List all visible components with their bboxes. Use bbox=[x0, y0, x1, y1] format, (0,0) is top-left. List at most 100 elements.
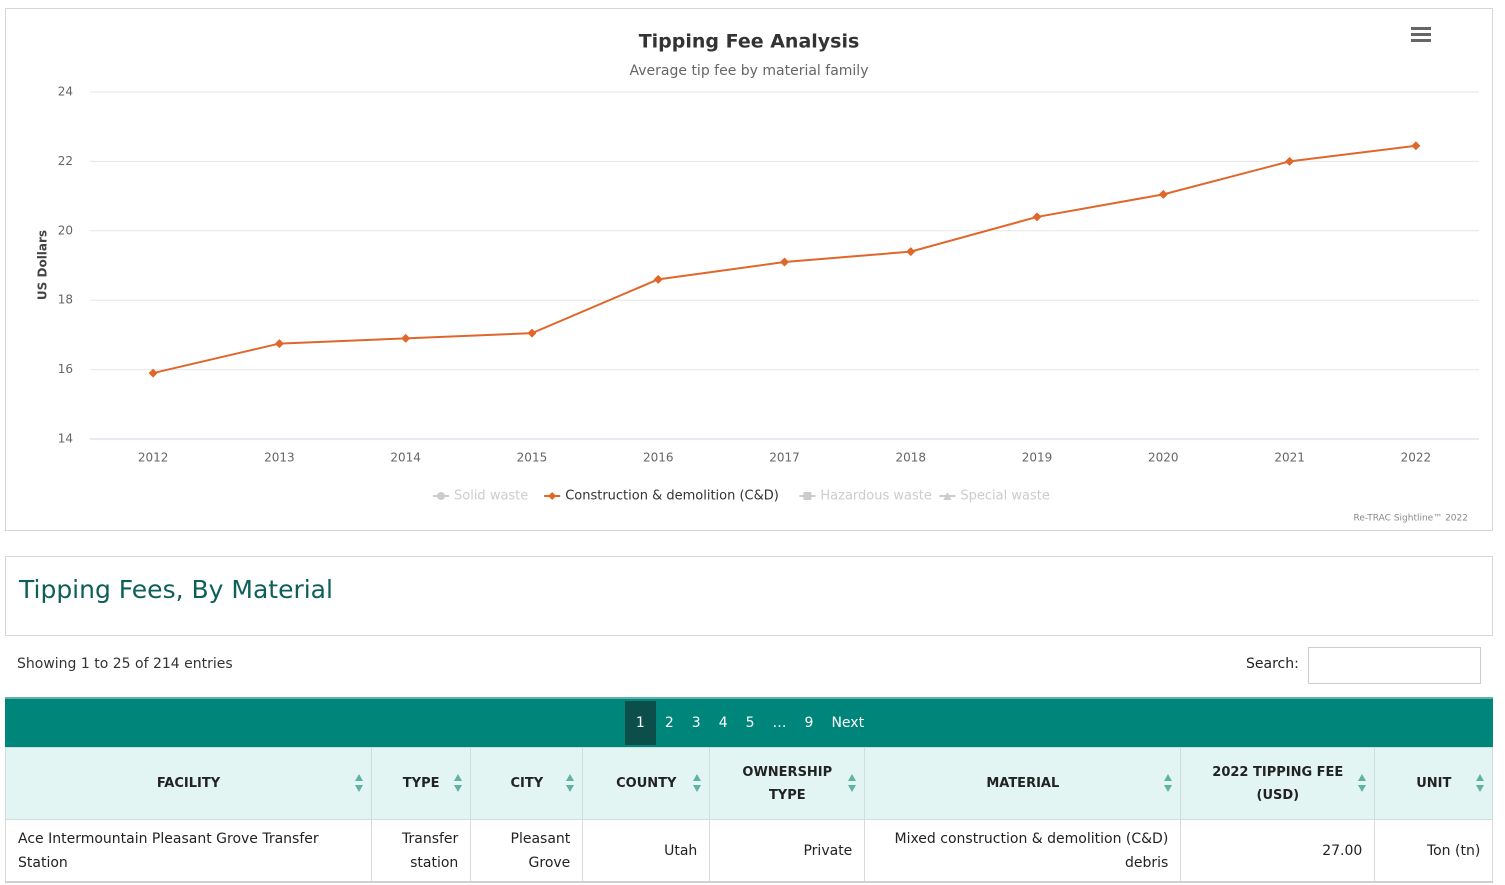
entries-info: Showing 1 to 25 of 214 entries bbox=[17, 656, 233, 672]
legend-item[interactable]: Construction & demolition (C&D) bbox=[544, 489, 779, 504]
pagination: 1 2 3 4 5 … 9 Next bbox=[5, 697, 1493, 747]
sort-down bbox=[1476, 785, 1485, 792]
header-label: OWNERSHIP TYPE bbox=[742, 764, 833, 803]
sort-arrows bbox=[1476, 774, 1485, 792]
chart-panel bbox=[5, 8, 1493, 531]
legend-marker bbox=[943, 492, 952, 500]
legend-marker bbox=[548, 492, 557, 500]
table-cell: Ton (tn) bbox=[1374, 819, 1494, 883]
column-header[interactable]: OWNERSHIP TYPE bbox=[709, 747, 866, 820]
sort-down bbox=[1358, 785, 1367, 792]
menu-bar[interactable] bbox=[1411, 27, 1431, 30]
table-body: Ace Intermountain Pleasant Grove Transfe… bbox=[5, 819, 1494, 883]
sort-arrows bbox=[454, 774, 463, 792]
sort-down bbox=[454, 785, 463, 792]
sort-up bbox=[693, 774, 702, 781]
x-tick-label: 2016 bbox=[643, 451, 674, 465]
sort-arrows bbox=[1358, 774, 1367, 792]
data-point bbox=[653, 274, 663, 284]
sort-up bbox=[566, 774, 575, 781]
table-row: Ace Intermountain Pleasant Grove Transfe… bbox=[5, 819, 1494, 883]
data-point bbox=[1158, 189, 1168, 199]
page-link: … bbox=[772, 715, 787, 731]
sort-arrows bbox=[1164, 774, 1173, 792]
legend-item[interactable]: Special waste bbox=[939, 489, 1050, 504]
data-point bbox=[401, 333, 411, 343]
y-tick-label: 18 bbox=[58, 293, 73, 307]
chart: Tipping Fee Analysis Average tip fee by … bbox=[36, 27, 1479, 524]
sort-up bbox=[454, 774, 463, 781]
search-input[interactable] bbox=[1308, 647, 1481, 684]
page-link[interactable]: 2 bbox=[664, 715, 674, 731]
sort-icon bbox=[1358, 774, 1367, 800]
sort-icon bbox=[355, 774, 363, 800]
data-table: FACILITY TYPE CITY COUNTY OWNERSHIP TYPE MATE… bbox=[5, 747, 1494, 883]
data-point bbox=[906, 247, 916, 257]
sort-down bbox=[1164, 785, 1173, 792]
header-label: CITY bbox=[510, 776, 544, 791]
x-tick-label: 2018 bbox=[895, 451, 926, 465]
sort-down bbox=[693, 785, 702, 792]
x-tick-label: 2021 bbox=[1274, 451, 1305, 465]
x-tick-label: 2014 bbox=[390, 451, 421, 465]
x-tick-label: 2022 bbox=[1401, 451, 1432, 465]
column-header[interactable]: COUNTY bbox=[582, 747, 711, 820]
legend-label: Construction & demolition (C&D) bbox=[565, 489, 779, 504]
column-header[interactable]: CITY bbox=[470, 747, 584, 820]
table-cell: Pleasant Grove bbox=[470, 819, 584, 883]
sort-arrows bbox=[693, 774, 702, 792]
legend-item[interactable]: Solid waste bbox=[433, 489, 528, 504]
menu-bar[interactable] bbox=[1411, 39, 1431, 42]
x-tick-label: 2019 bbox=[1022, 451, 1053, 465]
header-label: MATERIAL bbox=[986, 776, 1060, 791]
y-tick-label: 20 bbox=[58, 223, 73, 237]
page-link[interactable]: Next bbox=[831, 715, 865, 731]
data-point bbox=[1411, 141, 1421, 151]
y-tick-label: 16 bbox=[58, 362, 73, 376]
column-header[interactable]: TYPE bbox=[370, 747, 472, 820]
sort-down bbox=[848, 785, 857, 792]
data-point bbox=[1285, 156, 1295, 166]
sort-arrows bbox=[355, 774, 363, 792]
column-header[interactable]: UNIT bbox=[1374, 747, 1494, 820]
page-link[interactable]: 5 bbox=[745, 715, 755, 731]
page-link[interactable]: 1 bbox=[624, 701, 656, 745]
sort-icon bbox=[848, 774, 857, 800]
sort-icon bbox=[454, 774, 463, 800]
x-tick-label: 2020 bbox=[1148, 451, 1179, 465]
table-cell: 27.00 bbox=[1180, 819, 1376, 883]
table-cell: Ace Intermountain Pleasant Grove Transfe… bbox=[5, 819, 372, 883]
legend-item[interactable]: Hazardous waste bbox=[799, 489, 932, 504]
page-link[interactable]: 3 bbox=[691, 715, 701, 731]
data-point bbox=[148, 368, 158, 378]
column-header[interactable]: 2022 TIPPING FEE (USD) bbox=[1180, 747, 1376, 820]
column-header[interactable]: FACILITY bbox=[5, 747, 372, 820]
sort-up bbox=[355, 774, 363, 781]
page-link[interactable]: 4 bbox=[718, 715, 728, 731]
section-title: Tipping Fees, By Material bbox=[19, 575, 333, 604]
table-cell: Transfer station bbox=[370, 819, 472, 883]
data-point bbox=[274, 339, 284, 349]
column-header[interactable]: MATERIAL bbox=[864, 747, 1182, 820]
sort-up bbox=[848, 774, 857, 781]
data-point bbox=[527, 328, 537, 338]
sort-up bbox=[1358, 774, 1367, 781]
page-link[interactable]: 9 bbox=[804, 715, 814, 731]
menu-button[interactable] bbox=[1411, 27, 1431, 42]
chart-subtitle: Average tip fee by material family bbox=[630, 63, 869, 79]
legend-marker bbox=[437, 492, 445, 500]
header-label: 2022 TIPPING FEE (USD) bbox=[1212, 764, 1344, 803]
sort-down bbox=[355, 785, 363, 792]
table-cell: Utah bbox=[582, 819, 711, 883]
chart-credit: Re-TRAC Sightline™ 2022 bbox=[1353, 514, 1468, 524]
sort-icon bbox=[566, 774, 575, 800]
table-cell: Private bbox=[709, 819, 866, 883]
sort-icon bbox=[1476, 774, 1485, 800]
sort-down bbox=[566, 785, 575, 792]
menu-bar[interactable] bbox=[1411, 33, 1431, 36]
x-tick-label: 2015 bbox=[517, 451, 548, 465]
legend: Solid waste Construction & demolition (C&… bbox=[433, 489, 1050, 504]
header-row: FACILITY TYPE CITY COUNTY OWNERSHIP TYPE MATE… bbox=[5, 747, 1494, 820]
y-tick-label: 14 bbox=[58, 432, 73, 446]
